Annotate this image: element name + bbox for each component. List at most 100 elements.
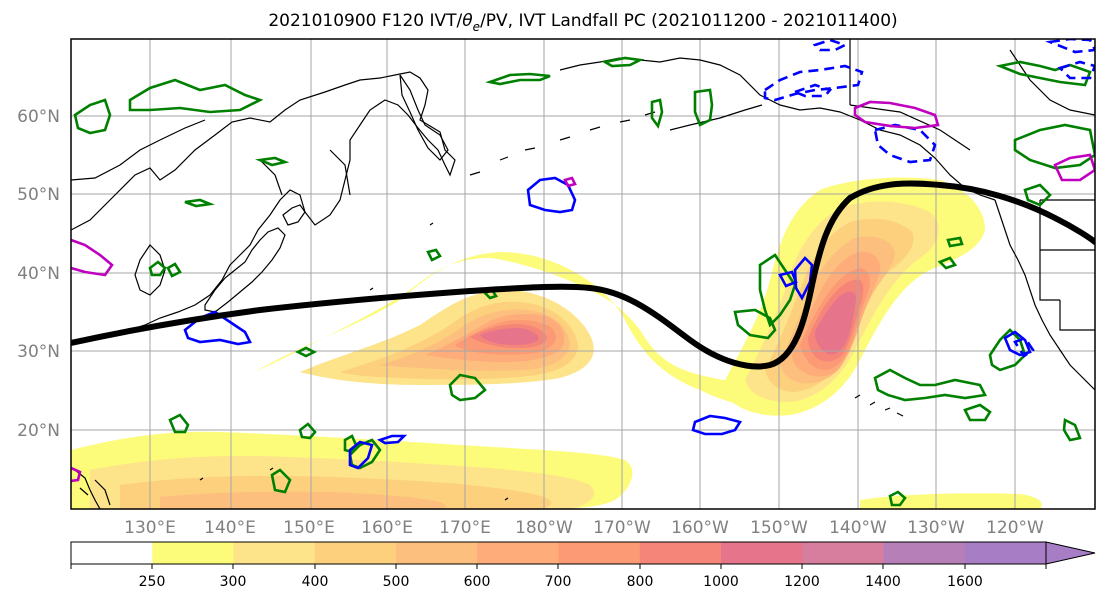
kamchatka-coastline [399,74,449,161]
colorbar-tick-1200: 1200 [784,574,820,590]
colorbar-segment [314,542,397,564]
ivt-plume-west-1000 [480,328,539,345]
theta-e-contour [1023,183,1052,207]
theta-e-contour [184,198,215,208]
lon-label-160e: 160°E [361,518,413,538]
pv-contour [183,310,252,346]
ivt-colorbar: 250 300 400 500 600 700 800 1000 1200 14… [70,541,1096,590]
theta-e-contour [166,262,182,278]
theta-e-contour [733,308,777,340]
lon-label-120w: 120°W [986,518,1044,538]
theta-e-contour [448,373,487,402]
theta-e-contour [937,256,958,270]
lon-label-130w: 130°W [907,518,965,538]
pv-contour [348,440,374,470]
theta-e-contour [298,422,317,440]
theta-e-contour [295,346,317,358]
lat-label-20n: 20°N [17,421,60,441]
pv-contour-dashed [1057,60,1095,80]
hawaii-islands [854,394,904,417]
japan-coastline [204,204,306,313]
colorbar-tick-400: 400 [302,574,329,590]
pv-high-contours [71,100,1095,483]
map-gridlines [71,39,1095,509]
theta-e-contour [426,248,442,262]
pv-high-contour [563,176,577,188]
colorbar-tick-marks [70,564,1047,569]
aleutian-islands [469,111,656,176]
small-islands [199,222,509,501]
colorbar-extend-arrow [1045,541,1096,565]
colorbar-tick-1400: 1400 [865,574,901,590]
colorbar-tick-1600: 1600 [947,574,983,590]
colorbar-segment [721,542,803,564]
pv-contour [691,414,743,436]
pv-contour [376,434,408,445]
lon-label-150e: 150°E [283,518,335,538]
pv-contour [1003,330,1032,357]
theta-e-contour [148,260,167,277]
colorbar-segment [233,542,316,564]
theta-e-contour [946,236,964,248]
ivt-landfall-pc-curve [71,180,1095,370]
asia-coastline [71,71,456,343]
theta-e-contour [1062,417,1082,442]
colorbar-segment [477,542,559,564]
colorbar-segment [152,542,234,564]
pv-contour-dashed [791,83,833,98]
colorbar-tick-700: 700 [545,574,572,590]
theta-e-contour [128,78,264,114]
colorbar-segment [639,542,722,564]
theta-e-contour [1013,123,1095,170]
colorbar-tick-300: 300 [220,574,247,590]
ivt-plume-east-1000 [815,291,856,355]
lon-label-130e: 130°E [124,518,176,538]
lon-label-140e: 140°E [204,518,256,538]
colorbar-segment [71,542,153,564]
korea-coastline [134,244,166,296]
lon-label-150w: 150°W [750,518,808,538]
lon-label-140w: 140°W [829,518,887,538]
colorbar-segment [883,542,966,564]
theta-e-contour [873,368,987,402]
theta-e-contour [995,60,1092,87]
lon-label-180w: 180°W [515,518,573,538]
theta-e-contour [73,98,112,135]
lon-label-160w: 160°W [671,518,729,538]
colorbar-tick-600: 600 [464,574,491,590]
colorbar-tick-500: 500 [383,574,410,590]
theta-e-contour [963,403,992,422]
theta-e-contour [693,88,714,127]
lat-label-60n: 60°N [17,107,60,127]
pv-contour-dashed [1013,336,1035,358]
pv-high-contour [1053,153,1095,182]
lat-label-50n: 50°N [17,185,60,205]
pv-contour [778,270,798,288]
theta-e-contours [73,56,1095,507]
colorbar-segment [558,542,641,564]
colorbar-tick-1000: 1000 [703,574,739,590]
theta-e-contour [601,56,645,68]
theta-e-contour [270,468,292,494]
lat-label-40n: 40°N [17,264,60,284]
latitude-labels: 60°N 50°N 40°N 30°N 20°N [17,107,60,441]
philippines-coastline [74,469,111,509]
colorbar-tick-250: 250 [139,574,166,590]
pv-high-contour [71,466,82,483]
colorbar-segment [964,542,1047,564]
colorbar-segment [802,542,884,564]
theta-e-contour [343,434,358,454]
theta-e-contour [255,156,290,167]
theta-e-contour [485,72,551,86]
theta-e-contour [758,253,797,328]
pv-high-contour [71,238,114,277]
colorbar-segments [71,542,1047,564]
theta-e-contour [888,490,907,507]
figure-title: 2021010900 F120 IVT/θe/PV, IVT Landfall … [268,11,897,34]
theta-e-contour [650,98,664,129]
lon-label-170e: 170°E [439,518,491,538]
canada-interior [849,39,1095,331]
lat-label-30n: 30°N [17,342,60,362]
map-panel [70,38,1096,510]
